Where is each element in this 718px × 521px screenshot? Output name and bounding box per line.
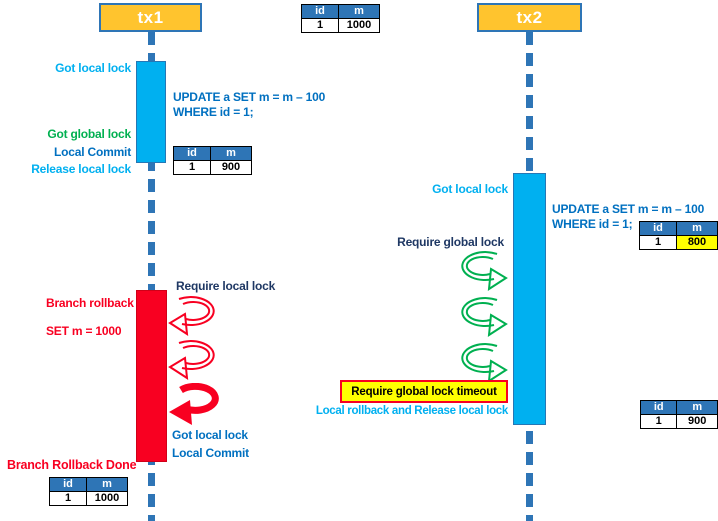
cell-m: 900: [210, 160, 252, 175]
sql-line-1: UPDATE a SET m = m – 100: [552, 202, 705, 216]
header-cell-m: m: [210, 146, 252, 161]
actor-tx2: tx2: [477, 3, 582, 32]
label-tx1-branch-rollback: Branch rollback: [46, 296, 134, 310]
table-header-row: id m: [49, 477, 128, 492]
sql-line-2: WHERE id = 1;: [552, 216, 633, 231]
header-cell-id: id: [173, 146, 211, 161]
table-row: 1 800: [639, 235, 718, 250]
table-row: 1 900: [173, 160, 252, 175]
cell-id: 1: [49, 491, 87, 506]
label-tx1-got-local-lock: Got local lock: [55, 61, 131, 75]
table-header-row: id m: [173, 146, 252, 161]
table-tx1-after-rollback: id m 1 1000: [49, 477, 128, 506]
sql-line-2: WHERE id = 1;: [173, 104, 254, 119]
timeout-banner: Require global lock timeout: [340, 380, 508, 403]
header-cell-m: m: [676, 400, 718, 415]
table-header-row: id m: [301, 4, 380, 19]
label-tx2-require-global-lock: Require global lock: [397, 235, 504, 249]
cell-id: 1: [639, 414, 678, 429]
cell-m: 1000: [338, 18, 380, 33]
table-row: 1 900: [639, 414, 718, 429]
header-cell-m: m: [676, 221, 718, 236]
rollback-success-arrow-solid-icon: [169, 383, 219, 425]
activation-bar-tx1: [136, 61, 166, 163]
header-cell-m: m: [338, 4, 380, 19]
sql-line-1: UPDATE a SET m = m – 100: [173, 90, 326, 104]
cell-id: 1: [173, 160, 211, 175]
header-cell-m: m: [86, 477, 128, 492]
actor-tx1: tx1: [99, 3, 202, 32]
retry-arrow-green-icon: [461, 297, 508, 337]
retry-arrow-red-icon: [168, 296, 215, 336]
header-cell-id: id: [49, 477, 87, 492]
label-tx1-branch-rollback-done: Branch Rollback Done: [7, 458, 137, 472]
retry-arrow-red-icon: [168, 340, 215, 380]
table-header-row: id m: [639, 400, 718, 415]
retry-arrow-green-icon: [461, 251, 508, 291]
cell-id: 1: [639, 235, 677, 250]
cell-m-highlighted: 800: [676, 235, 718, 250]
cell-m: 1000: [86, 491, 128, 506]
activation-bar-tx2: [513, 173, 546, 425]
label-tx2-update-sql: UPDATE a SET m = m – 100 WHERE id = 1;: [552, 202, 704, 231]
table-tx2-final: id m 1 900: [639, 400, 718, 429]
label-tx1-update-sql: UPDATE a SET m = m – 100 WHERE id = 1;: [173, 90, 325, 119]
label-tx1-local-commit: Local Commit: [54, 145, 131, 159]
label-tx2-got-local-lock: Got local lock: [432, 182, 508, 196]
label-tx1-got-global-lock: Got global lock: [47, 127, 131, 141]
table-tx1-after-update: id m 1 900: [173, 146, 252, 175]
label-tx1-set-m: SET m = 1000: [46, 324, 122, 338]
label-tx2-local-rollback-release: Local rollback and Release local lock: [315, 405, 508, 417]
cell-id: 1: [301, 18, 339, 33]
rollback-bar-tx1: [136, 290, 167, 462]
table-row: 1 1000: [49, 491, 128, 506]
header-cell-id: id: [639, 400, 678, 415]
lifeline-tx1: [148, 32, 155, 521]
label-tx1-got-local-lock-retry: Got local lock: [172, 428, 248, 442]
label-tx1-release-local-lock: Release local lock: [31, 162, 131, 176]
table-initial-state: id m 1 1000: [301, 4, 380, 33]
label-tx1-require-local-lock: Require local lock: [176, 279, 276, 293]
table-row: 1 1000: [301, 18, 380, 33]
label-tx1-local-commit-retry: Local Commit: [172, 446, 249, 460]
header-cell-id: id: [639, 221, 677, 236]
retry-arrow-green-icon: [461, 343, 508, 383]
table-header-row: id m: [639, 221, 718, 236]
header-cell-id: id: [301, 4, 339, 19]
cell-m: 900: [676, 414, 718, 429]
table-tx2-after-update: id m 1 800: [639, 221, 718, 250]
